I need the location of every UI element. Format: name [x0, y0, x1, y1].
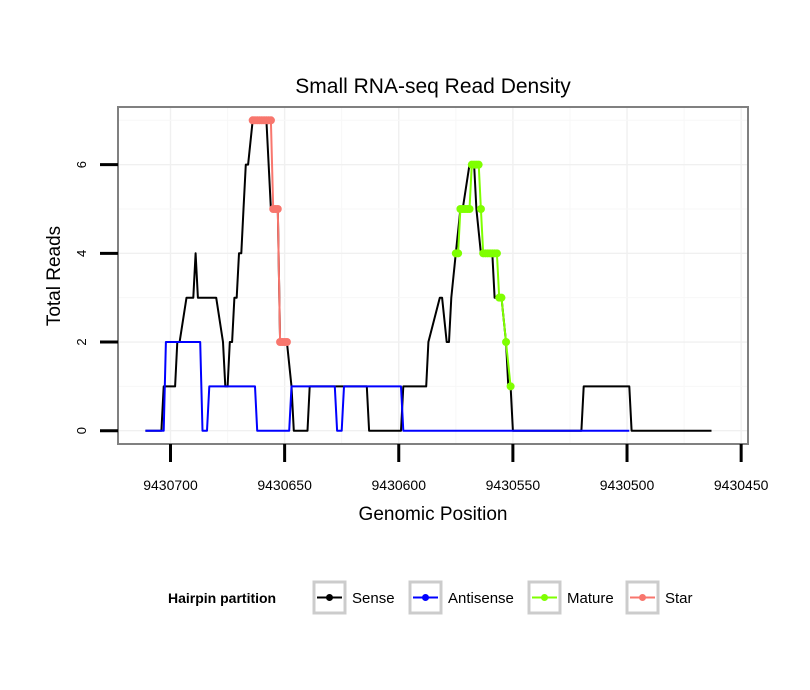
- legend-dot-mature: [541, 594, 548, 601]
- data-point-star: [282, 338, 291, 347]
- plot-background: [118, 107, 748, 444]
- data-point-mature: [474, 160, 483, 169]
- legend-item-antisense: Antisense: [408, 580, 514, 615]
- grid-lines: [118, 107, 748, 444]
- x-tick-label: 9430600: [372, 477, 427, 493]
- legend-item-sense: Sense: [312, 580, 395, 615]
- data-point-mature: [454, 249, 463, 258]
- x-axis-label: Genomic Position: [359, 504, 508, 525]
- x-tick-label: 9430650: [257, 477, 312, 493]
- legend-item-star: Star: [625, 580, 693, 615]
- legend-label-antisense: Antisense: [448, 590, 514, 607]
- x-tick-label: 9430500: [600, 477, 655, 493]
- y-axis-label: Total Reads: [44, 226, 65, 326]
- legend-title: Hairpin partition: [168, 590, 276, 606]
- legend-entries: Sense Antisense Mature Star: [312, 580, 693, 615]
- data-point-mature: [502, 338, 511, 347]
- legend-label-star: Star: [665, 590, 693, 607]
- legend-dot-sense: [326, 594, 333, 601]
- legend-label-sense: Sense: [352, 590, 395, 607]
- y-tick-label: 6: [74, 161, 89, 168]
- chart-title: Small RNA-seq Read Density: [295, 75, 571, 98]
- data-point-mature: [492, 249, 501, 258]
- data-point-mature: [506, 382, 515, 391]
- series-points: [248, 116, 515, 391]
- plot-border: [117, 106, 749, 445]
- data-point-mature: [497, 293, 506, 302]
- x-tick-label: 9430700: [143, 477, 198, 493]
- legend-dot-antisense: [422, 594, 429, 601]
- legend-item-mature: Mature: [527, 580, 614, 615]
- y-tick-label: 2: [74, 338, 89, 345]
- data-point-star: [273, 204, 282, 213]
- legend: Hairpin partition Sense Antisense Mature St…: [168, 580, 693, 615]
- data-point-mature: [465, 204, 474, 213]
- legend-label-mature: Mature: [567, 590, 614, 607]
- plot-area: [117, 106, 749, 445]
- data-point-star: [266, 116, 275, 125]
- y-axis: 0 2 4 6: [74, 161, 118, 434]
- series-line-antisense: [145, 341, 630, 432]
- y-tick-label: 4: [74, 250, 89, 257]
- x-tick-label: 9430550: [486, 477, 541, 493]
- x-tick-label: 9430450: [714, 477, 769, 493]
- data-point-mature: [476, 204, 485, 213]
- x-axis: 9430700 9430650 9430600 9430550 9430500 94304…: [143, 444, 769, 493]
- y-tick-label: 0: [74, 427, 89, 434]
- legend-dot-star: [639, 594, 646, 601]
